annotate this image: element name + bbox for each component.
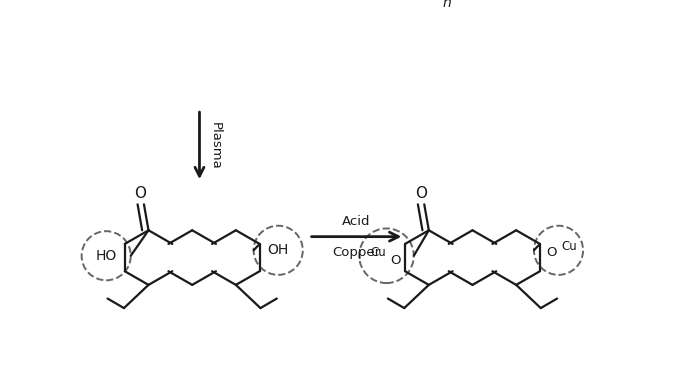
- Text: O: O: [546, 246, 556, 259]
- Text: HO: HO: [95, 249, 117, 263]
- Text: O: O: [415, 186, 427, 201]
- Text: Acid: Acid: [343, 215, 371, 228]
- Text: O: O: [134, 186, 146, 201]
- Text: Copper: Copper: [332, 246, 381, 259]
- Text: Cu: Cu: [370, 246, 386, 259]
- Text: Cu: Cu: [561, 240, 577, 253]
- Text: O: O: [390, 254, 401, 267]
- Text: OH: OH: [268, 243, 289, 257]
- Text: n: n: [442, 0, 451, 10]
- Text: Plasma: Plasma: [208, 122, 221, 169]
